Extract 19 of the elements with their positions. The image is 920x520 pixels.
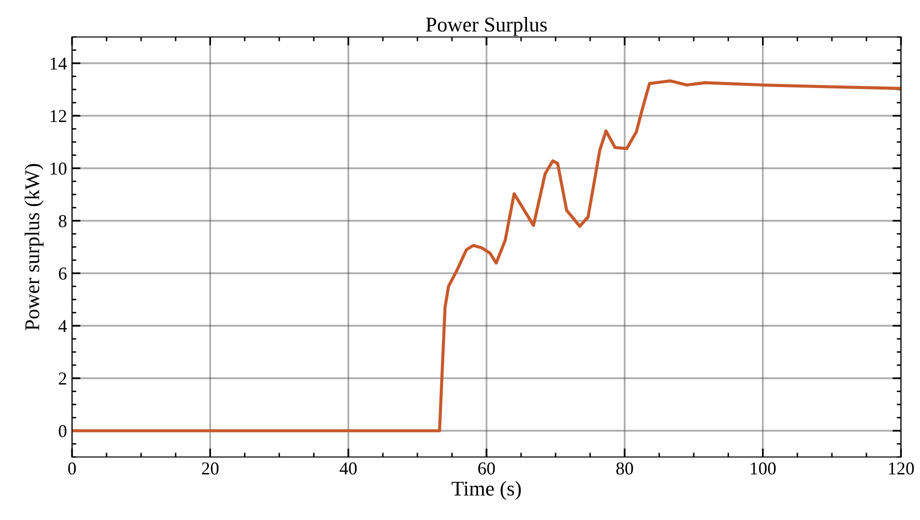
y-axis-title: Power surplus (kW) [24, 164, 44, 330]
x-tick-label: 60 [478, 462, 495, 475]
y-tick-label: 10 [50, 162, 66, 175]
x-axis-title: Time (s) [452, 481, 521, 500]
y-tick-label: 2 [58, 372, 66, 385]
x-tick-label: 80 [616, 462, 634, 475]
x-tick-label: 120 [889, 462, 914, 475]
y-tick-label: 14 [50, 58, 67, 70]
chart-title: Power Surplus [426, 16, 547, 36]
line-series [72, 79, 901, 432]
y-tick-label: 8 [58, 215, 66, 228]
y-tick-label: 6 [58, 268, 67, 280]
x-tick-label: 20 [202, 462, 219, 475]
y-tick-label: 12 [50, 110, 66, 122]
x-tick-label: 0 [68, 462, 76, 475]
y-tick-label: 0 [58, 425, 66, 438]
x-tick-label: 100 [750, 462, 776, 475]
y-tick-label: 4 [58, 320, 67, 332]
x-tick-label: 40 [340, 462, 357, 475]
